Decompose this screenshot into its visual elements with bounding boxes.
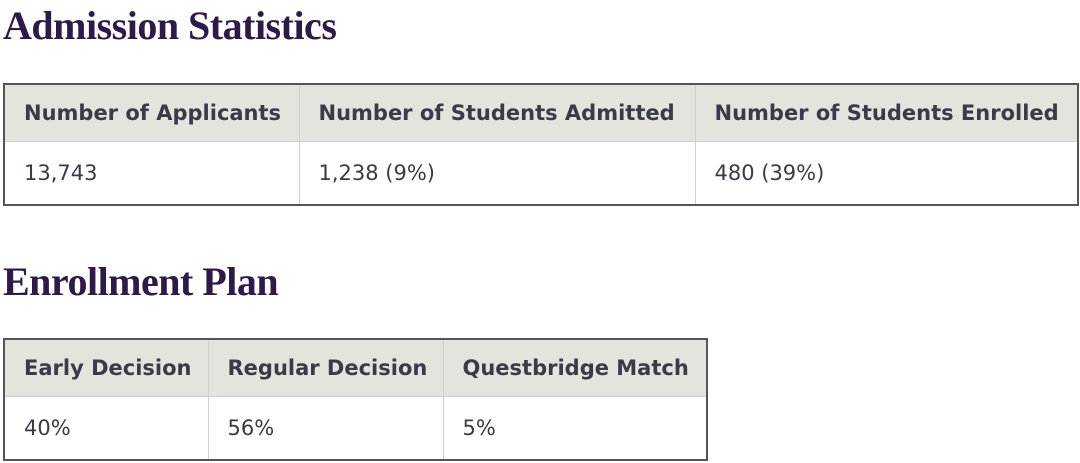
- header-cell: Number of Applicants: [4, 84, 299, 142]
- cell: 13,743: [4, 141, 299, 205]
- body-row: 40% 56% 5%: [4, 396, 707, 460]
- header-cell: Number of Students Admitted: [298, 84, 695, 142]
- cell: 5%: [442, 396, 707, 460]
- header-cell: Early Decision: [4, 339, 208, 397]
- cell: 40%: [4, 396, 208, 460]
- header-cell: Number of Students Enrolled: [694, 84, 1078, 142]
- header-row: Early Decision Regular Decision Questbri…: [4, 339, 707, 397]
- cell: 480 (39%): [694, 141, 1078, 205]
- header-cell: Regular Decision: [207, 339, 443, 397]
- section-title: Admission Statistics: [3, 3, 337, 48]
- cell: 56%: [207, 396, 443, 460]
- cell: 1,238 (9%): [298, 141, 695, 205]
- stats-table: Number of Applicants Number of Students …: [3, 83, 1079, 206]
- header-cell: Questbridge Match: [442, 339, 707, 397]
- plan-table: Early Decision Regular Decision Questbri…: [3, 338, 708, 461]
- header-row: Number of Applicants Number of Students …: [4, 84, 1078, 142]
- section-title: Enrollment Plan: [3, 259, 279, 304]
- body-row: 13,743 1,238 (9%) 480 (39%): [4, 141, 1078, 205]
